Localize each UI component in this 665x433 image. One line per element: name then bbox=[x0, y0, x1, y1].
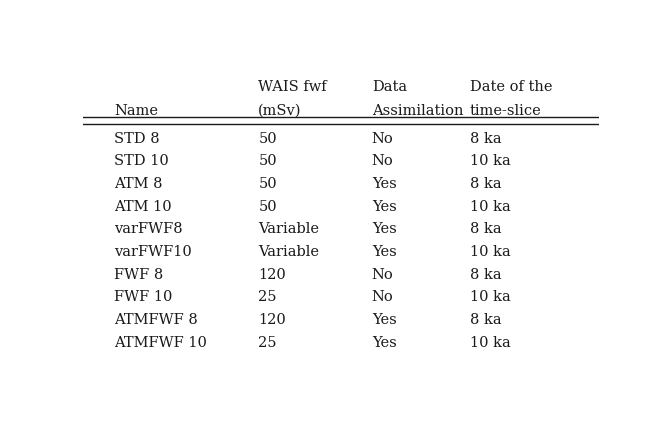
Text: Data: Data bbox=[372, 80, 407, 94]
Text: 10 ka: 10 ka bbox=[469, 291, 511, 304]
Text: No: No bbox=[372, 291, 394, 304]
Text: Date of the: Date of the bbox=[469, 80, 552, 94]
Text: FWF 10: FWF 10 bbox=[114, 291, 172, 304]
Text: Assimilation: Assimilation bbox=[372, 103, 464, 118]
Text: WAIS fwf: WAIS fwf bbox=[259, 80, 327, 94]
Text: Yes: Yes bbox=[372, 336, 396, 350]
Text: (mSv): (mSv) bbox=[259, 103, 302, 118]
Text: varFWF8: varFWF8 bbox=[114, 222, 183, 236]
Text: time-slice: time-slice bbox=[469, 103, 541, 118]
Text: ATMFWF 10: ATMFWF 10 bbox=[114, 336, 207, 350]
Text: Yes: Yes bbox=[372, 245, 396, 259]
Text: 8 ka: 8 ka bbox=[469, 222, 501, 236]
Text: 25: 25 bbox=[259, 336, 277, 350]
Text: Yes: Yes bbox=[372, 222, 396, 236]
Text: Name: Name bbox=[114, 103, 158, 118]
Text: Variable: Variable bbox=[259, 245, 319, 259]
Text: ATM 8: ATM 8 bbox=[114, 177, 162, 191]
Text: No: No bbox=[372, 268, 394, 282]
Text: 50: 50 bbox=[259, 154, 277, 168]
Text: 50: 50 bbox=[259, 200, 277, 213]
Text: Variable: Variable bbox=[259, 222, 319, 236]
Text: 120: 120 bbox=[259, 268, 286, 282]
Text: 50: 50 bbox=[259, 177, 277, 191]
Text: Yes: Yes bbox=[372, 313, 396, 327]
Text: STD 8: STD 8 bbox=[114, 132, 160, 145]
Text: varFWF10: varFWF10 bbox=[114, 245, 192, 259]
Text: 10 ka: 10 ka bbox=[469, 200, 511, 213]
Text: STD 10: STD 10 bbox=[114, 154, 169, 168]
Text: No: No bbox=[372, 132, 394, 145]
Text: No: No bbox=[372, 154, 394, 168]
Text: 120: 120 bbox=[259, 313, 286, 327]
Text: ATMFWF 8: ATMFWF 8 bbox=[114, 313, 198, 327]
Text: 8 ka: 8 ka bbox=[469, 268, 501, 282]
Text: Yes: Yes bbox=[372, 177, 396, 191]
Text: FWF 8: FWF 8 bbox=[114, 268, 164, 282]
Text: 8 ka: 8 ka bbox=[469, 132, 501, 145]
Text: 8 ka: 8 ka bbox=[469, 313, 501, 327]
Text: 8 ka: 8 ka bbox=[469, 177, 501, 191]
Text: ATM 10: ATM 10 bbox=[114, 200, 172, 213]
Text: 50: 50 bbox=[259, 132, 277, 145]
Text: 10 ka: 10 ka bbox=[469, 336, 511, 350]
Text: 10 ka: 10 ka bbox=[469, 154, 511, 168]
Text: 25: 25 bbox=[259, 291, 277, 304]
Text: 10 ka: 10 ka bbox=[469, 245, 511, 259]
Text: Yes: Yes bbox=[372, 200, 396, 213]
